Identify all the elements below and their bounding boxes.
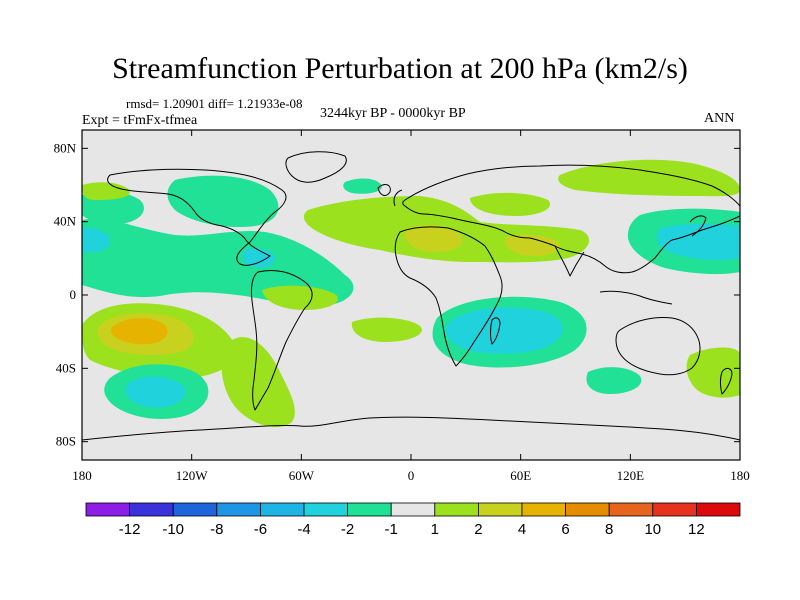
field-region [445, 307, 563, 354]
colorbar-swatch [347, 502, 392, 517]
season-label: ANN [704, 111, 735, 126]
experiment-label: Expt = tFmFx-tfmea [82, 113, 198, 128]
coastline-indonesia [599, 290, 673, 305]
colorbar-label: -1 [385, 521, 398, 538]
x-tick-label: 120W [176, 468, 209, 483]
colorbar-label: 4 [518, 521, 526, 538]
stats-text: rmsd= 1.20901 diff= 1.21933e-08 [126, 96, 303, 111]
coastline-iberia-britain [377, 184, 403, 207]
colorbar-swatch [521, 502, 566, 517]
coastline-antarctica [82, 416, 740, 441]
field-region [558, 159, 740, 197]
colorbar-swatch [652, 502, 697, 517]
coastline-greenland [285, 151, 347, 183]
field-region [351, 317, 422, 342]
colorbar-label: 8 [605, 521, 613, 538]
y-tick-label: 40S [56, 360, 76, 375]
colorbar-swatch [172, 502, 218, 517]
x-tick-label: 60W [289, 468, 315, 483]
colorbar-label: 12 [688, 521, 705, 538]
field-region [125, 376, 186, 408]
x-tick-label: 0 [408, 468, 415, 483]
coastline-madagascar [490, 317, 501, 345]
colorbar-label: -8 [210, 521, 223, 538]
field-region [262, 285, 338, 310]
field-region [167, 175, 279, 228]
y-tick-label: 80N [54, 140, 77, 155]
colorbar-label: 2 [474, 521, 482, 538]
colorbar: -12 -10 -8 -6 -4 -2 -1 1 2 4 6 8 10 12 [85, 502, 741, 538]
coastline-india [554, 245, 585, 277]
colorbar-swatch [303, 502, 348, 517]
field-region [470, 192, 551, 216]
colorbar-label: -4 [297, 521, 310, 538]
colorbar-swatch [608, 502, 654, 517]
x-tick-label: 120E [617, 468, 645, 483]
colorbar-swatch [390, 502, 436, 517]
colorbar-swatch [85, 502, 130, 517]
colorbar-label: -12 [119, 521, 141, 538]
field-region [686, 347, 740, 398]
contour-fill-layer [82, 159, 740, 427]
coastline-north-america [107, 168, 287, 266]
coastline-south-america [251, 269, 313, 411]
colorbar-swatch [259, 502, 305, 517]
colorbar-swatch [434, 502, 479, 517]
field-region [82, 227, 110, 253]
field-region [504, 234, 560, 256]
colorbar-swatch [129, 502, 174, 517]
coastline-africa [394, 226, 503, 367]
field-region [242, 248, 276, 268]
period-label: 3244kyr BP - 0000kyr BP [320, 106, 466, 121]
y-tick-label: 40N [54, 214, 77, 229]
colorbar-swatch [565, 502, 610, 517]
x-tick-label: 60E [510, 468, 531, 483]
coastline-eurasia [402, 164, 740, 274]
colorbar-label: 1 [431, 521, 439, 538]
axes-layer: 180 120W 60W 0 60E 120E 180 80N 40N 0 40S 80S [54, 130, 750, 483]
field-region [221, 337, 295, 427]
field-region [586, 367, 642, 394]
y-tick-label: 0 [70, 287, 77, 302]
page-title: Streamfunction Perturbation at 200 hPa (… [112, 52, 688, 85]
field-region [404, 225, 463, 252]
x-tick-label: 180 [730, 468, 750, 483]
colorbar-label: -6 [254, 521, 267, 538]
y-tick-label: 80S [56, 434, 76, 449]
colorbar-label: -10 [162, 521, 184, 538]
colorbar-swatch [216, 502, 261, 517]
colorbar-label: 10 [644, 521, 661, 538]
coastline-japan [689, 215, 707, 237]
colorbar-swatch [477, 502, 523, 517]
colorbar-swatch [696, 502, 741, 517]
coastline-new-zealand [720, 367, 733, 395]
field-region [111, 318, 168, 345]
coastline-australia [615, 317, 701, 376]
field-region [656, 224, 740, 261]
field-region [82, 218, 354, 306]
x-tick-label: 180 [72, 468, 92, 483]
colorbar-label: -2 [341, 521, 354, 538]
field-region [82, 182, 131, 200]
field-region [343, 178, 382, 194]
coastlines [82, 151, 740, 441]
colorbar-label: 6 [561, 521, 569, 538]
